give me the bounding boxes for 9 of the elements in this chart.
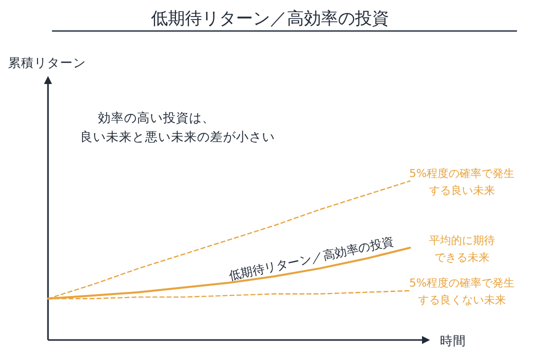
chart-title: 低期待リターン／高効率の投資 [151,9,389,29]
text: 良い未来と悪い未来の差が小さい [80,129,275,144]
series-label: 5%程度の確率で発生する良くない未来 [409,276,515,307]
text: 効率の高い投資は、 [98,110,215,125]
text: 累積リターン [8,55,86,70]
annotation: 低期待リターン／高効率の投資 [228,234,395,283]
series-label: 5%程度の確率で発生する良い未来 [409,167,515,197]
series-label: 平均的に期待できる未来 [429,234,495,264]
x-axis-title: 時間 [440,333,466,348]
